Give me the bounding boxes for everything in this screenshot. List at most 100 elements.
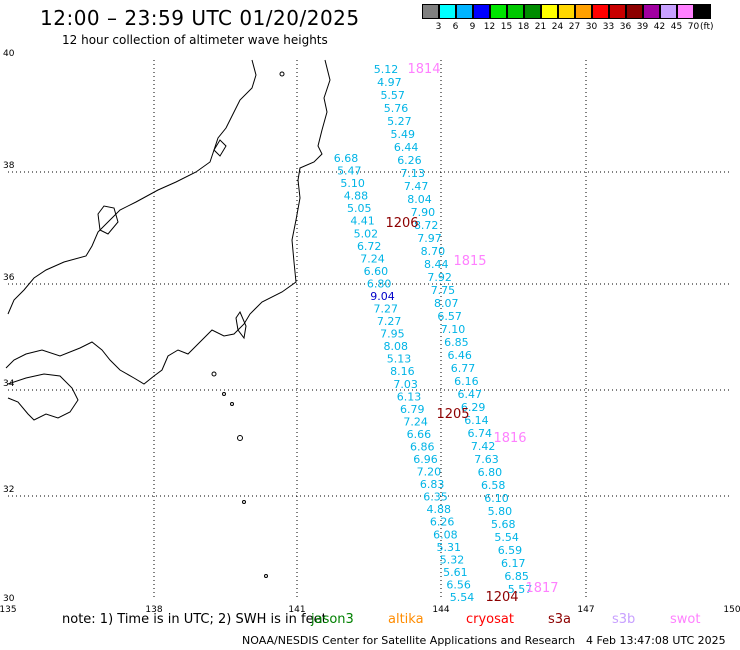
track-a-swh-value: 5.76 (384, 102, 409, 115)
mission-legend-jason3: jason3 (311, 612, 354, 627)
track-b-swh-value: 5.47 (337, 165, 362, 178)
track-b-swh-value: 7.03 (393, 378, 418, 391)
track-a-swh-value: 5.27 (387, 115, 412, 128)
color-scale-swatch (694, 4, 711, 19)
color-scale-label: 33 (602, 22, 615, 32)
track-b-swh-value: 6.86 (410, 440, 435, 453)
color-scale-swatch (575, 4, 592, 19)
color-scale-label: 12 (483, 22, 496, 32)
track-a-swh-value: 5.54 (494, 531, 519, 544)
track-b-swh-value: 6.72 (357, 240, 382, 253)
color-scale-swatch (490, 4, 507, 19)
track-a-swh-value: 4.97 (377, 76, 402, 89)
track-a-swh-value: 7.63 (474, 453, 499, 466)
color-scale-label: 3 (435, 22, 442, 32)
latitude-label: 40 (3, 49, 15, 59)
track-b-swh-value: 7.27 (374, 303, 399, 316)
longitude-label: 150 (723, 605, 740, 615)
track-a-swh-value: 7.90 (411, 206, 436, 219)
latitude-label: 38 (3, 161, 15, 171)
color-scale-label: 21 (534, 22, 547, 32)
track-a-swh-value: 7.13 (401, 167, 426, 180)
track-b-swh-value: 7.24 (360, 252, 385, 265)
color-scale-swatch (456, 4, 473, 19)
mission-legend-cryosat: cryosat (466, 612, 514, 627)
track-b-swh-value: 7.27 (377, 315, 402, 328)
color-scale-label: 24 (551, 22, 564, 32)
track-b-swh-value: 4.88 (344, 190, 369, 203)
track-b-swh-value: 6.26 (430, 516, 455, 529)
track-b-swh-value: 5.10 (340, 177, 365, 190)
track-b-swh-value: 6.80 (367, 277, 392, 290)
track-b-swh-value: 5.54 (450, 591, 475, 604)
color-scale-label: 70 (687, 22, 700, 32)
track-b-swh-value: 5.31 (436, 541, 461, 554)
track-a-swh-value: 6.85 (444, 336, 469, 349)
pass-time-label: 1815 (453, 254, 486, 269)
track-b-swh-value: 5.02 (354, 227, 379, 240)
color-scale-label: 30 (585, 22, 598, 32)
pass-time-label: 1206 (385, 216, 418, 231)
sado-island (213, 139, 227, 157)
color-scale-label: 39 (636, 22, 649, 32)
color-scale-swatch (677, 4, 694, 19)
track-a-swh-value: 7.42 (471, 440, 496, 453)
island (222, 392, 226, 396)
mission-legend-swot: swot (670, 612, 701, 627)
pass-time-label: 1205 (436, 407, 469, 422)
color-scale-swatch (473, 4, 490, 19)
color-scale-label: 45 (670, 22, 683, 32)
track-a-swh-value: 5.57 (380, 89, 405, 102)
color-scale-label: 27 (568, 22, 581, 32)
track-a-swh-value: 5.57 (508, 583, 533, 596)
noto-peninsula (97, 205, 119, 235)
track-a-swh-value: 6.58 (481, 479, 506, 492)
wave-height-tracks: 5.124.975.575.765.275.496.446.267.137.47… (334, 63, 533, 604)
color-scale-swatch (541, 4, 558, 19)
latitude-label: 36 (3, 273, 15, 283)
color-scale-swatch (439, 4, 456, 19)
map-title: 12:00 – 23:59 UTC 01/20/2025 (40, 6, 360, 30)
track-a-swh-value: 7.92 (427, 271, 452, 284)
longitude-label: 144 (432, 605, 449, 615)
color-scale-swatch (524, 4, 541, 19)
track-a-swh-value: 6.77 (451, 362, 476, 375)
track-a-swh-value: 5.80 (488, 505, 513, 518)
track-b-swh-value: 6.68 (334, 152, 359, 165)
color-scale-swatch (558, 4, 575, 19)
color-scale-label: 6 (452, 22, 459, 32)
track-a-swh-value: 6.46 (447, 349, 472, 362)
island (264, 574, 268, 578)
latitude-label: 32 (3, 485, 14, 495)
track-b-swh-value: 4.88 (427, 503, 452, 516)
color-scale-swatch (643, 4, 660, 19)
color-scale-swatch (592, 4, 609, 19)
track-b-swh-value: 5.13 (387, 353, 412, 366)
pass-time-label: 1814 (407, 62, 440, 77)
track-a-swh-value: 5.68 (491, 518, 516, 531)
track-a-swh-value: 6.17 (501, 557, 526, 570)
footer-note: note: 1) Time is in UTC; 2) SWH is in fe… (62, 612, 327, 627)
track-a-swh-value: 7.47 (404, 180, 429, 193)
color-scale-label: 36 (619, 22, 632, 32)
track-a-swh-value: 6.44 (394, 141, 419, 154)
track-a-swh-value: 5.49 (391, 128, 416, 141)
longitude-label: 141 (288, 605, 305, 615)
track-a-swh-value: 6.29 (461, 401, 486, 414)
footer-credit-row: NOAA/NESDIS Center for Satellite Applica… (242, 634, 726, 647)
track-b-swh-value: 6.60 (364, 265, 389, 278)
latitude-label: 34 (3, 379, 15, 389)
graticule (8, 60, 732, 598)
track-a-swh-value: 8.70 (421, 245, 446, 258)
track-b-swh-value: 5.05 (347, 202, 372, 215)
coastline (5, 59, 331, 578)
track-a-swh-value: 6.16 (454, 375, 479, 388)
shikoku-coastline (7, 373, 79, 421)
footer-timestamp: 4 Feb 13:47:08 UTC 2025 (586, 634, 726, 647)
track-b-swh-value: 6.79 (400, 403, 425, 416)
track-a-swh-value: 8.44 (424, 258, 449, 271)
track-b-swh-value: 6.13 (397, 390, 422, 403)
latitude-label: 30 (3, 594, 15, 604)
track-a-swh-value: 6.74 (468, 427, 493, 440)
